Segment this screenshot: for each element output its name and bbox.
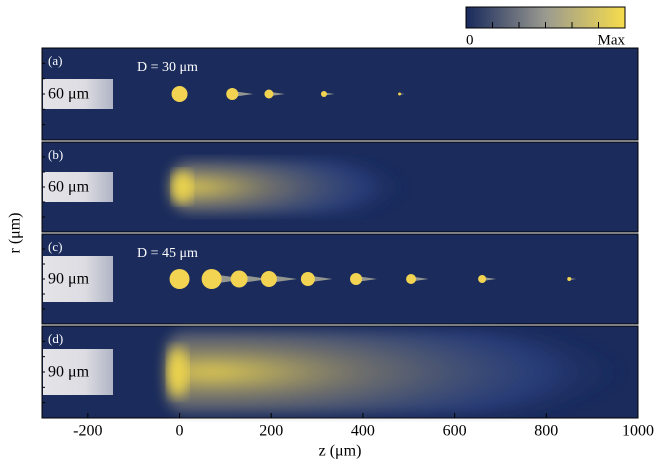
- droplet: [478, 275, 486, 283]
- droplet: [398, 93, 401, 96]
- droplet: [350, 273, 362, 285]
- colorbar-min: 0: [466, 32, 474, 48]
- droplet: [172, 86, 188, 102]
- droplet: [231, 271, 248, 288]
- droplet: [202, 269, 222, 289]
- x-tick-label: 800: [534, 423, 558, 440]
- nozzle-label: 90 μm: [48, 364, 90, 381]
- droplet: [321, 91, 327, 97]
- nozzle-label: 60 μm: [48, 179, 90, 196]
- annotation: D = 30 μm: [137, 60, 198, 75]
- panel-label: (c): [48, 239, 62, 254]
- figure: 0 Max z (μm) r (μm) 60 μm (a) D = 30 μm 60 …: [0, 0, 661, 465]
- nozzle-label: 90 μm: [48, 271, 90, 288]
- x-tick-label: 1000: [622, 423, 654, 440]
- panel-label: (d): [48, 331, 63, 346]
- x-tick-label: 400: [351, 423, 375, 440]
- x-tick-label: 600: [443, 423, 467, 440]
- plume: [166, 331, 629, 414]
- panel-label: (a): [48, 53, 62, 68]
- droplet: [261, 271, 277, 287]
- droplet: [301, 272, 315, 286]
- panel-label: (b): [48, 147, 63, 162]
- colorbar-max: Max: [598, 32, 626, 48]
- x-tick-label: 0: [176, 423, 184, 440]
- x-tick-label: 200: [259, 423, 283, 440]
- x-tick-label: -200: [73, 423, 102, 440]
- droplet: [567, 277, 571, 281]
- annotation: D = 45 μm: [137, 246, 198, 261]
- y-axis-label: r (μm): [7, 212, 24, 253]
- droplet: [264, 90, 273, 99]
- nozzle-label: 60 μm: [48, 86, 90, 103]
- panel: [42, 234, 638, 324]
- plume-front: [168, 347, 188, 398]
- plume-front: [172, 171, 192, 204]
- panel: [42, 48, 638, 140]
- plume: [170, 160, 408, 214]
- droplet: [170, 269, 190, 289]
- droplet: [226, 88, 238, 100]
- droplet: [406, 274, 416, 284]
- x-axis-label: z (μm): [319, 443, 362, 460]
